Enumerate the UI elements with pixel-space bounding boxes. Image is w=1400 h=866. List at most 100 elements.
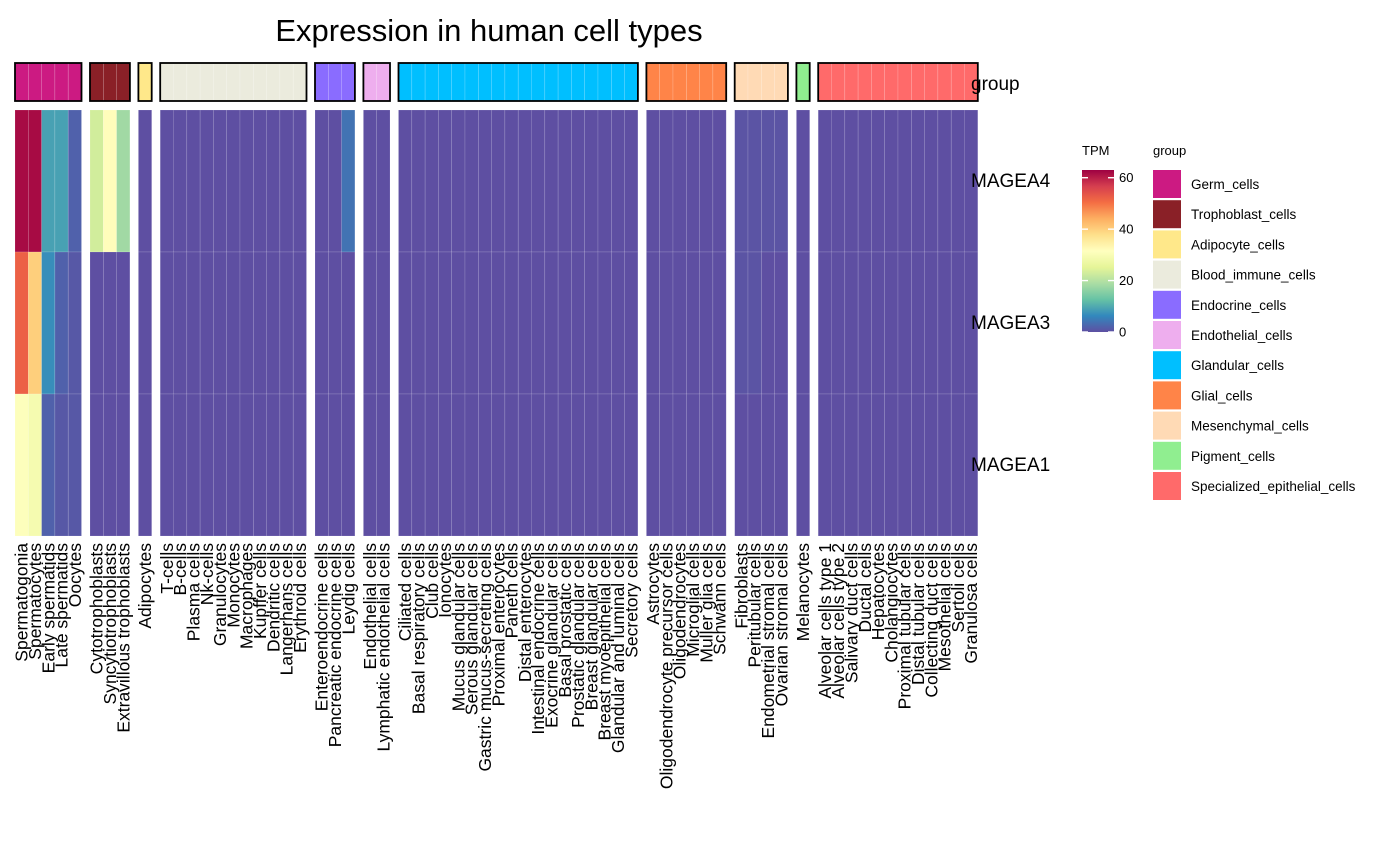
heatmap-cell — [159, 393, 174, 537]
heatmap-cell — [646, 393, 661, 537]
heatmap-cell — [464, 109, 479, 253]
heatmap-cell — [67, 251, 82, 395]
group-annotation-block — [733, 62, 789, 102]
heatmap-cell — [659, 109, 674, 253]
group-annotation-cell — [424, 62, 439, 102]
group-legend-label: Adipocyte_cells — [1191, 237, 1285, 252]
heatmap-cell — [67, 393, 82, 537]
heatmap-cell — [464, 251, 479, 395]
column-label: Peritubular cells — [745, 543, 765, 668]
group-annotation-cell — [314, 62, 329, 102]
heatmap-cell — [774, 109, 789, 253]
heatmap-cell — [557, 393, 572, 537]
group-legend-label: Specialized_epithelial_cells — [1191, 479, 1356, 494]
heatmap-cell — [266, 251, 281, 395]
heatmap-cell — [411, 251, 426, 395]
tpm-tick-label: 0 — [1119, 325, 1126, 340]
group-annotation-cell — [597, 62, 612, 102]
heatmap-cell — [213, 109, 227, 253]
heatmap-cell — [584, 393, 599, 537]
column-label: Endothelial cells — [360, 543, 380, 670]
heatmap-cell — [491, 393, 506, 537]
heatmap-cell — [279, 109, 294, 253]
group-annotation-block — [89, 62, 131, 102]
heatmap-cell — [817, 393, 832, 537]
group-legend-swatch — [1153, 290, 1181, 319]
heatmap-cell — [398, 251, 413, 395]
heatmap-cell — [199, 109, 214, 253]
column-label: T-cells — [157, 543, 177, 594]
heatmap-cell — [54, 251, 69, 395]
heatmap-cell — [253, 393, 267, 537]
heatmap-cell — [103, 109, 117, 253]
column-label: Exocrine glandular cells — [541, 543, 561, 728]
heatmap-cell — [544, 251, 559, 395]
column-label: Mucus glandular cells — [448, 543, 468, 712]
heatmap-cell — [734, 109, 749, 253]
group-annotation-cell — [734, 62, 749, 102]
heatmap-cell — [685, 251, 700, 395]
heatmap-cell — [734, 251, 749, 395]
heatmap-cell — [774, 393, 789, 537]
heatmap-cell — [424, 251, 439, 395]
heatmap-cell — [699, 251, 714, 395]
group-legend-swatch — [1153, 260, 1181, 289]
heatmap-cell — [646, 251, 661, 395]
group-annotation-cell — [411, 62, 426, 102]
column-label: Adipocytes — [135, 543, 155, 629]
group-annotation-cell — [159, 62, 174, 102]
column-label: Cholangiocytes — [881, 543, 901, 663]
heatmap-cell — [531, 251, 546, 395]
group-annotation-cell — [239, 62, 254, 102]
group-legend-label: Mesenchymal_cells — [1191, 419, 1309, 434]
heatmap-cell — [910, 109, 925, 253]
heatmap-cell — [213, 251, 227, 395]
heatmap-cell — [831, 109, 846, 253]
group-annotation-cell — [279, 62, 294, 102]
heatmap-cell — [451, 393, 466, 537]
column-label: Ciliated cells — [395, 543, 415, 641]
group-annotation-block — [397, 62, 639, 102]
heatmap-cell — [557, 251, 572, 395]
column-label: Gastric mucus-secreting cells — [475, 543, 495, 772]
heatmap-cell — [796, 251, 811, 395]
heatmap-cell — [871, 109, 886, 253]
group-annotation-cell — [477, 62, 492, 102]
heatmap-cell — [173, 393, 188, 537]
column-label: Astrocytes — [643, 543, 663, 625]
tpm-tick-label: 60 — [1119, 170, 1133, 185]
heatmap-cell — [937, 393, 952, 537]
heatmap-cell — [747, 393, 762, 537]
heatmap-cell — [871, 251, 886, 395]
heatmap-cell — [571, 393, 586, 537]
column-label: Granulosa cells — [961, 543, 981, 664]
column-label: Club cells — [422, 543, 442, 619]
heatmap-cell — [89, 393, 104, 537]
heatmap-cell — [27, 393, 42, 537]
group-annotation-cell — [624, 62, 639, 102]
group-annotation-cell — [531, 62, 546, 102]
group-annotation-cell — [672, 62, 687, 102]
heatmap-cell — [266, 109, 281, 253]
heatmap-cell — [571, 109, 586, 253]
group-annotation-cell — [760, 62, 775, 102]
group-annotation-block — [314, 62, 356, 102]
group-legend-label: Germ_cells — [1191, 177, 1260, 192]
heatmap-cell — [844, 251, 859, 395]
group-annotation-cell — [884, 62, 899, 102]
column-label: Prostatic glandular cells — [568, 543, 588, 728]
heatmap-cell — [610, 109, 625, 253]
group-annotation-cell — [950, 62, 965, 102]
heatmap-cell — [712, 109, 727, 253]
group-annotation-cell — [937, 62, 952, 102]
group-annotation-block — [362, 62, 391, 102]
column-label: Langerhans cells — [277, 543, 297, 676]
row-label: MAGEA3 — [971, 313, 1050, 334]
heatmap-cell — [89, 109, 104, 253]
heatmap-cell — [341, 251, 356, 395]
column-label: Oligodendrocyte precursor cells — [656, 543, 676, 789]
chart-title: Expression in human cell types — [275, 13, 702, 48]
heatmap-cell — [937, 109, 952, 253]
heatmap-cell — [897, 109, 912, 253]
group-annotation-cell — [659, 62, 674, 102]
